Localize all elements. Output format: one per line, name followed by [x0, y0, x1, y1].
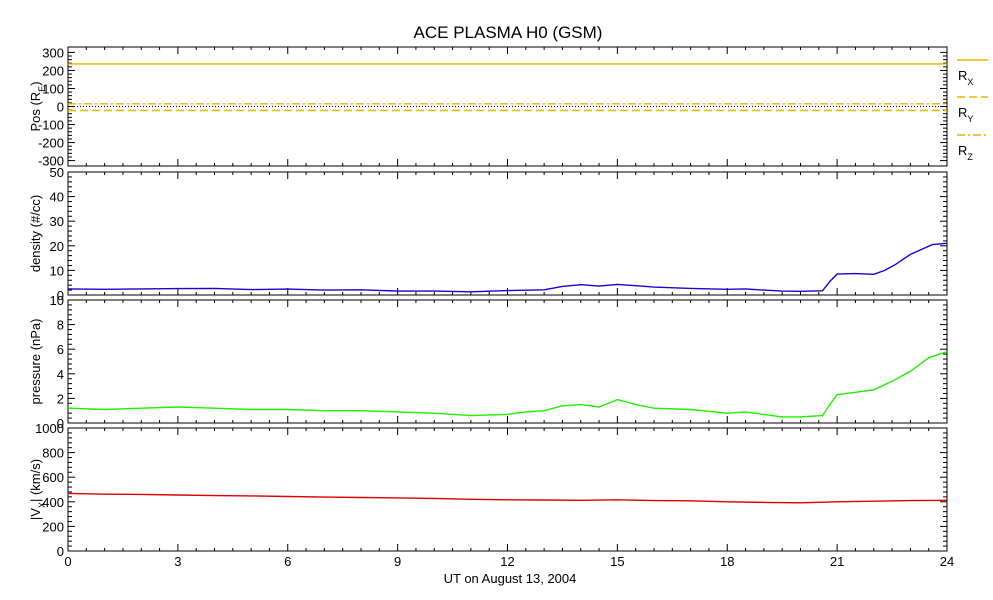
- y-tick-label: 0: [57, 288, 64, 303]
- y-tick-label: 600: [42, 470, 64, 485]
- legend: RX RY RZ: [957, 59, 988, 162]
- x-tick-label: 21: [830, 554, 844, 569]
- panel-2: 0 2 4 6 8 10 pressure (nPa): [28, 293, 948, 431]
- series-line-3-0: [67, 492, 948, 504]
- y-tick-label: 300: [42, 45, 64, 60]
- legend-label: RZ: [958, 143, 973, 162]
- y-tick-label: 200: [42, 63, 64, 78]
- y-axis-label: Pos (RE): [28, 81, 47, 131]
- panel-frame: [67, 299, 948, 424]
- panel-0: 300 200 100 0 -100 -200 -300 Pos (RE): [28, 45, 948, 169]
- y-tick-label: 10: [50, 263, 64, 278]
- legend-label: RX: [958, 68, 973, 87]
- chart-title: ACE PLASMA H0 (GSM): [414, 23, 603, 42]
- legend-label: RY: [958, 105, 973, 124]
- x-tick-label: 6: [284, 554, 291, 569]
- y-tick-label: 30: [50, 214, 64, 229]
- y-tick-label: 40: [50, 190, 64, 205]
- x-tick-label: 24: [940, 554, 954, 569]
- y-tick-label: 200: [42, 519, 64, 534]
- panel-3: 0 200 400 600 800 1000 |VX| (km/s): [28, 421, 948, 559]
- panel-frame: [67, 427, 948, 552]
- y-tick-label: 4: [57, 367, 64, 382]
- series-line-1-0: [67, 242, 948, 293]
- y-tick-label: 1000: [35, 421, 64, 436]
- x-tick-label: 9: [394, 554, 401, 569]
- y-axis-label: density (#/cc): [28, 195, 43, 272]
- y-axis-label: |VX| (km/s): [28, 459, 47, 520]
- y-tick-label: 0: [57, 100, 64, 115]
- y-tick-label: 800: [42, 446, 64, 461]
- y-tick-label: 8: [57, 318, 64, 333]
- x-axis-label: UT on August 13, 2004: [444, 571, 577, 586]
- x-tick-label: 3: [174, 554, 181, 569]
- y-tick-label: 0: [57, 416, 64, 431]
- y-tick-label: 100: [42, 81, 64, 96]
- y-tick-label: -300: [38, 154, 64, 169]
- x-axis: 0 3 6 9 12 15 18 21 24: [64, 554, 954, 569]
- y-tick-label: 0: [57, 544, 64, 559]
- y-tick-label: -100: [38, 118, 64, 133]
- y-tick-label: 20: [50, 239, 64, 254]
- panel-1: 0 10 20 30 40 50 density (#/cc): [28, 165, 948, 303]
- y-tick-label: 2: [57, 391, 64, 406]
- y-tick-label: 6: [57, 342, 64, 357]
- y-axis-label: pressure (nPa): [28, 319, 43, 405]
- x-tick-label: 12: [500, 554, 514, 569]
- x-tick-label: 15: [610, 554, 624, 569]
- y-tick-label: -200: [38, 136, 64, 151]
- panel-frame: [67, 171, 948, 296]
- y-tick-label: 50: [50, 165, 64, 180]
- x-tick-label: 18: [720, 554, 734, 569]
- y-tick-label: 400: [42, 495, 64, 510]
- series-line-2-0: [67, 351, 948, 418]
- x-tick-label: 0: [64, 554, 71, 569]
- y-tick-label: 10: [50, 293, 64, 308]
